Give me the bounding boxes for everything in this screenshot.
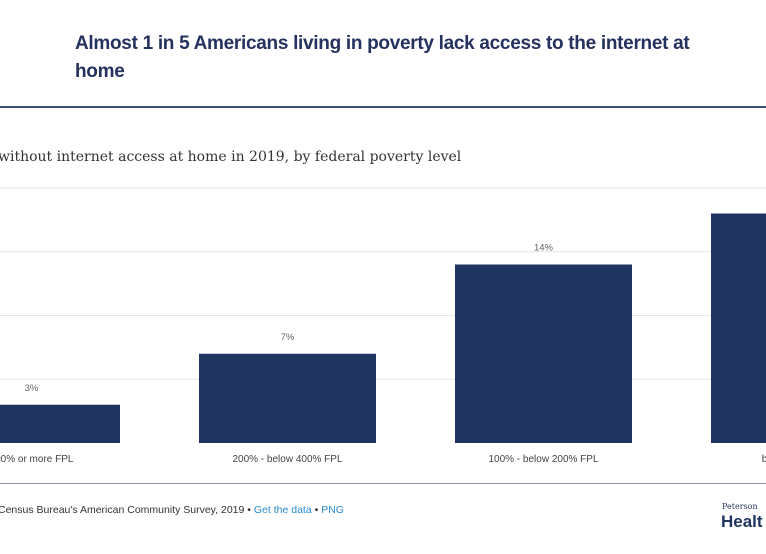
separator: • [314, 504, 319, 516]
data-label: 14% [534, 243, 554, 254]
chart-subtitle: without internet access at home in 2019,… [0, 149, 462, 165]
logo-text-small: Peterson [722, 502, 758, 511]
bar [455, 264, 632, 443]
source-text: Census Bureau's American Community Surve… [0, 504, 245, 516]
data-label: 7% [281, 332, 295, 343]
source-note: Census Bureau's American Community Surve… [0, 504, 344, 516]
logo-text: Healt [721, 512, 763, 531]
separator: • [247, 504, 251, 516]
bar [199, 353, 376, 443]
footer-divider [0, 483, 766, 484]
header-divider [0, 106, 766, 108]
get-data-link[interactable]: Get the data [253, 504, 312, 516]
category-label: 400% or more FPL [0, 454, 74, 465]
category-label: 100% - below 200% FPL [488, 454, 599, 465]
data-label: 3% [25, 383, 39, 394]
category-label: below 100% FPL [762, 454, 766, 465]
chart-title: Almost 1 in 5 Americans living in povert… [75, 33, 690, 82]
bar [0, 404, 120, 443]
png-link[interactable]: PNG [321, 504, 344, 516]
bar [711, 213, 766, 443]
category-label: 200% - below 400% FPL [232, 454, 343, 465]
